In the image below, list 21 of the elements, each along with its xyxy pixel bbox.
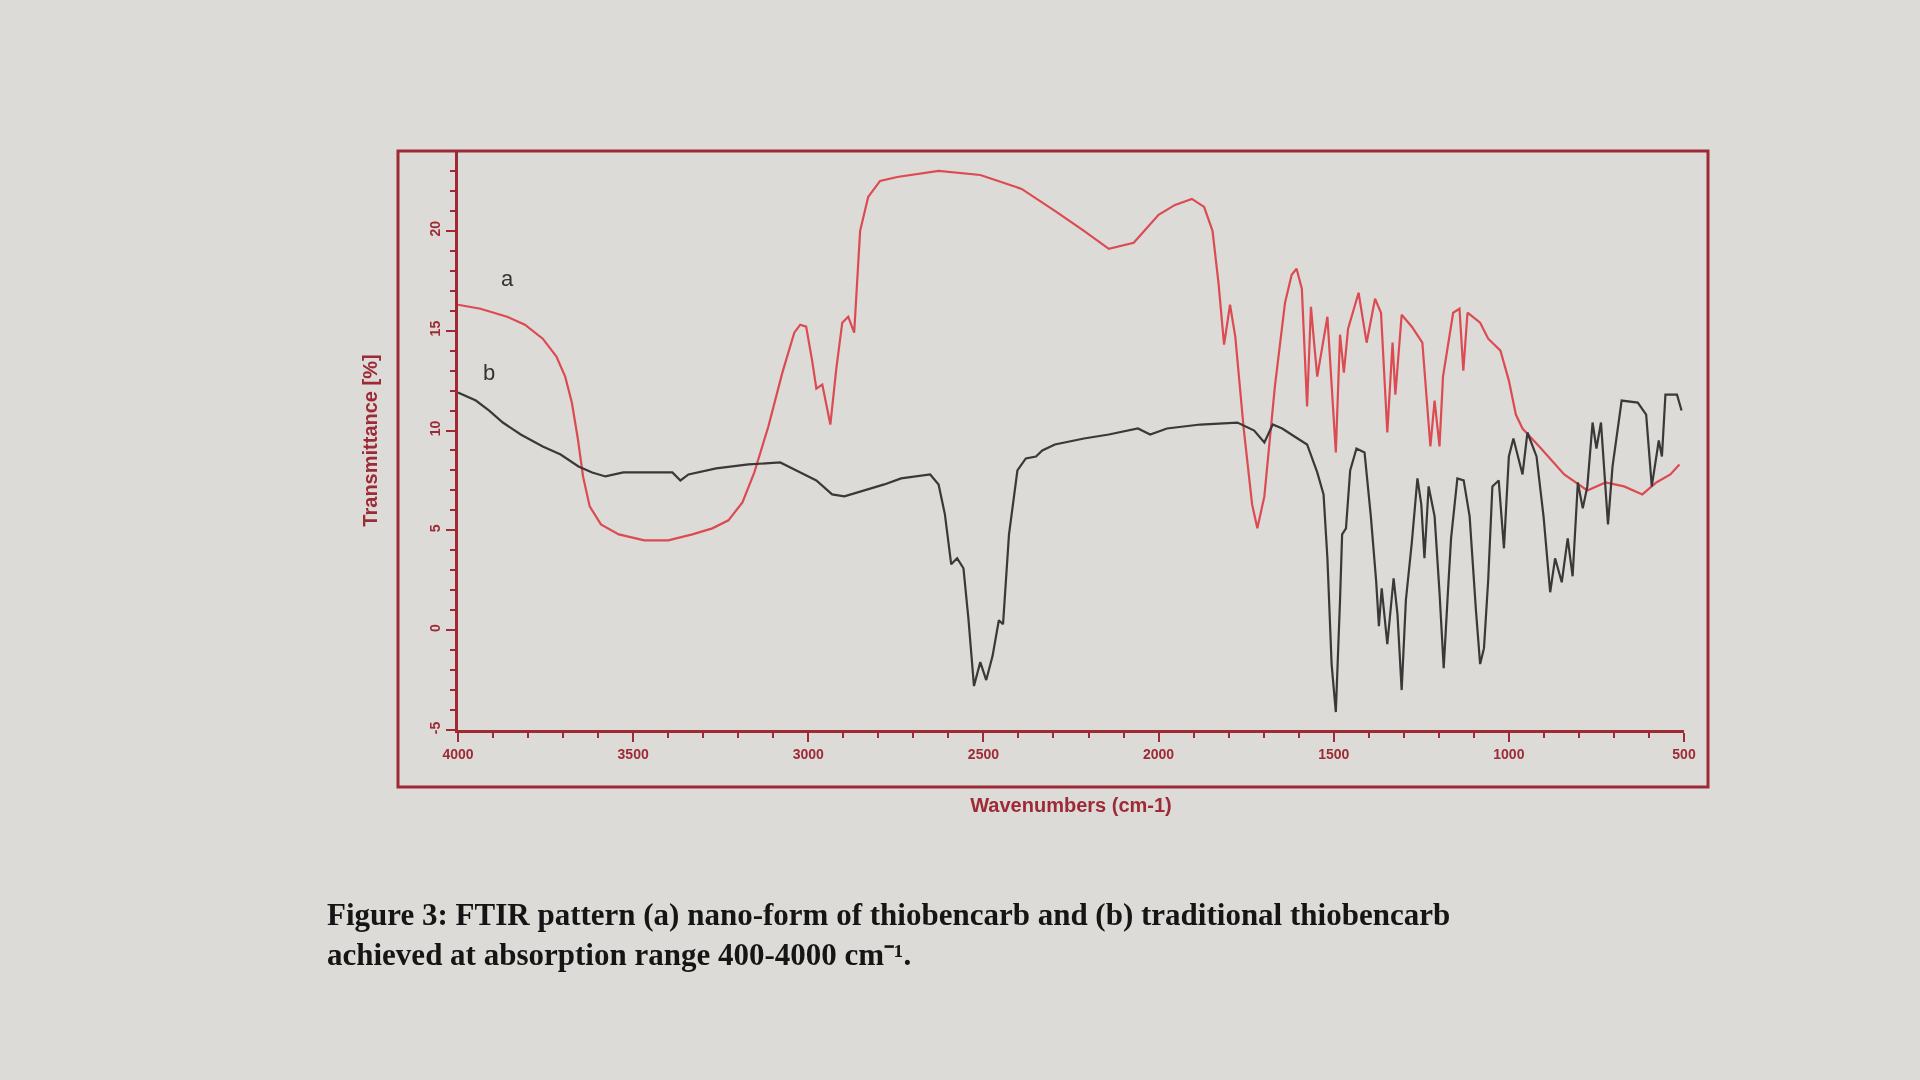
x-tick-label: 1000 xyxy=(1493,745,1525,762)
y-tick-label: 10 xyxy=(427,420,444,437)
x-axis-title: Wavenumbers (cm-1) xyxy=(970,794,1172,817)
line-series xyxy=(458,391,1683,714)
x-tick-label: 2500 xyxy=(967,745,1000,762)
series-label: b xyxy=(483,360,496,385)
series-label: a xyxy=(501,266,514,291)
y-tick-label: 5 xyxy=(427,524,444,533)
y-tick-label: 15 xyxy=(427,320,444,337)
x-tick-label: 500 xyxy=(1672,745,1696,762)
caption: Figure 3: FTIR pattern (a) nano-form of thiobencarb and (b) traditional thiobencarb achieved at absorption range 400-4000 cm⁻¹. xyxy=(327,897,1451,973)
y-axis-title: Transmittance [%] xyxy=(358,354,381,527)
x-tick-label: 3500 xyxy=(617,745,649,762)
y-tick-label: 20 xyxy=(427,220,444,237)
x-tick-label: 1500 xyxy=(1318,745,1350,762)
x-tick-label: 4000 xyxy=(442,745,474,762)
x-tick-label: 2000 xyxy=(1142,745,1175,762)
y-tick-label: -5 xyxy=(427,721,444,735)
x-tick-label: 3000 xyxy=(792,745,825,762)
line-series xyxy=(458,169,1681,542)
y-tick-label: 0 xyxy=(427,623,444,632)
